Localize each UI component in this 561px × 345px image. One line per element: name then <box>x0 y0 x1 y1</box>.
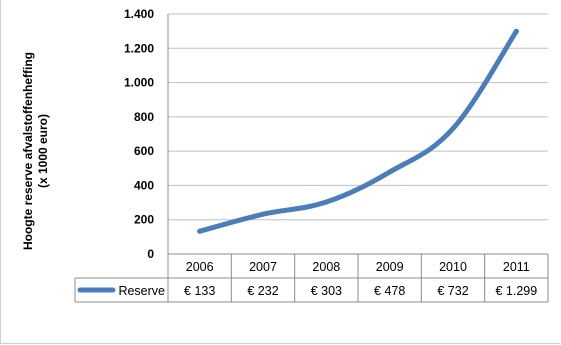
y-tick-label: 1.200 <box>124 41 154 55</box>
data-label: € 232 <box>247 284 278 298</box>
x-category-label: 2011 <box>503 260 530 274</box>
data-point <box>513 28 519 34</box>
y-tick-label: 1.400 <box>124 7 154 21</box>
data-label: € 133 <box>184 284 215 298</box>
series-line-reserve <box>197 28 519 234</box>
y-tick-label: 1.000 <box>124 76 154 90</box>
legend-label: Reserve <box>118 284 165 298</box>
data-point <box>260 211 266 217</box>
x-category-label: 2010 <box>439 260 467 274</box>
x-category-label: 2008 <box>312 260 340 274</box>
data-label: € 478 <box>374 284 405 298</box>
data-label: € 1.299 <box>495 284 537 298</box>
data-point <box>450 126 456 132</box>
y-tick-label: 0 <box>147 247 154 261</box>
data-label: € 303 <box>311 284 342 298</box>
y-tick-label: 400 <box>134 178 154 192</box>
y-tick-label: 200 <box>134 213 154 227</box>
x-category-label: 2009 <box>376 260 404 274</box>
data-point <box>387 169 393 175</box>
data-point <box>323 199 329 205</box>
y-tick-label: 600 <box>134 144 154 158</box>
x-category-label: 2006 <box>186 260 214 274</box>
data-point <box>197 228 203 234</box>
x-category-label: 2007 <box>249 260 277 274</box>
data-label: € 732 <box>437 284 468 298</box>
y-tick-label: 800 <box>134 110 154 124</box>
